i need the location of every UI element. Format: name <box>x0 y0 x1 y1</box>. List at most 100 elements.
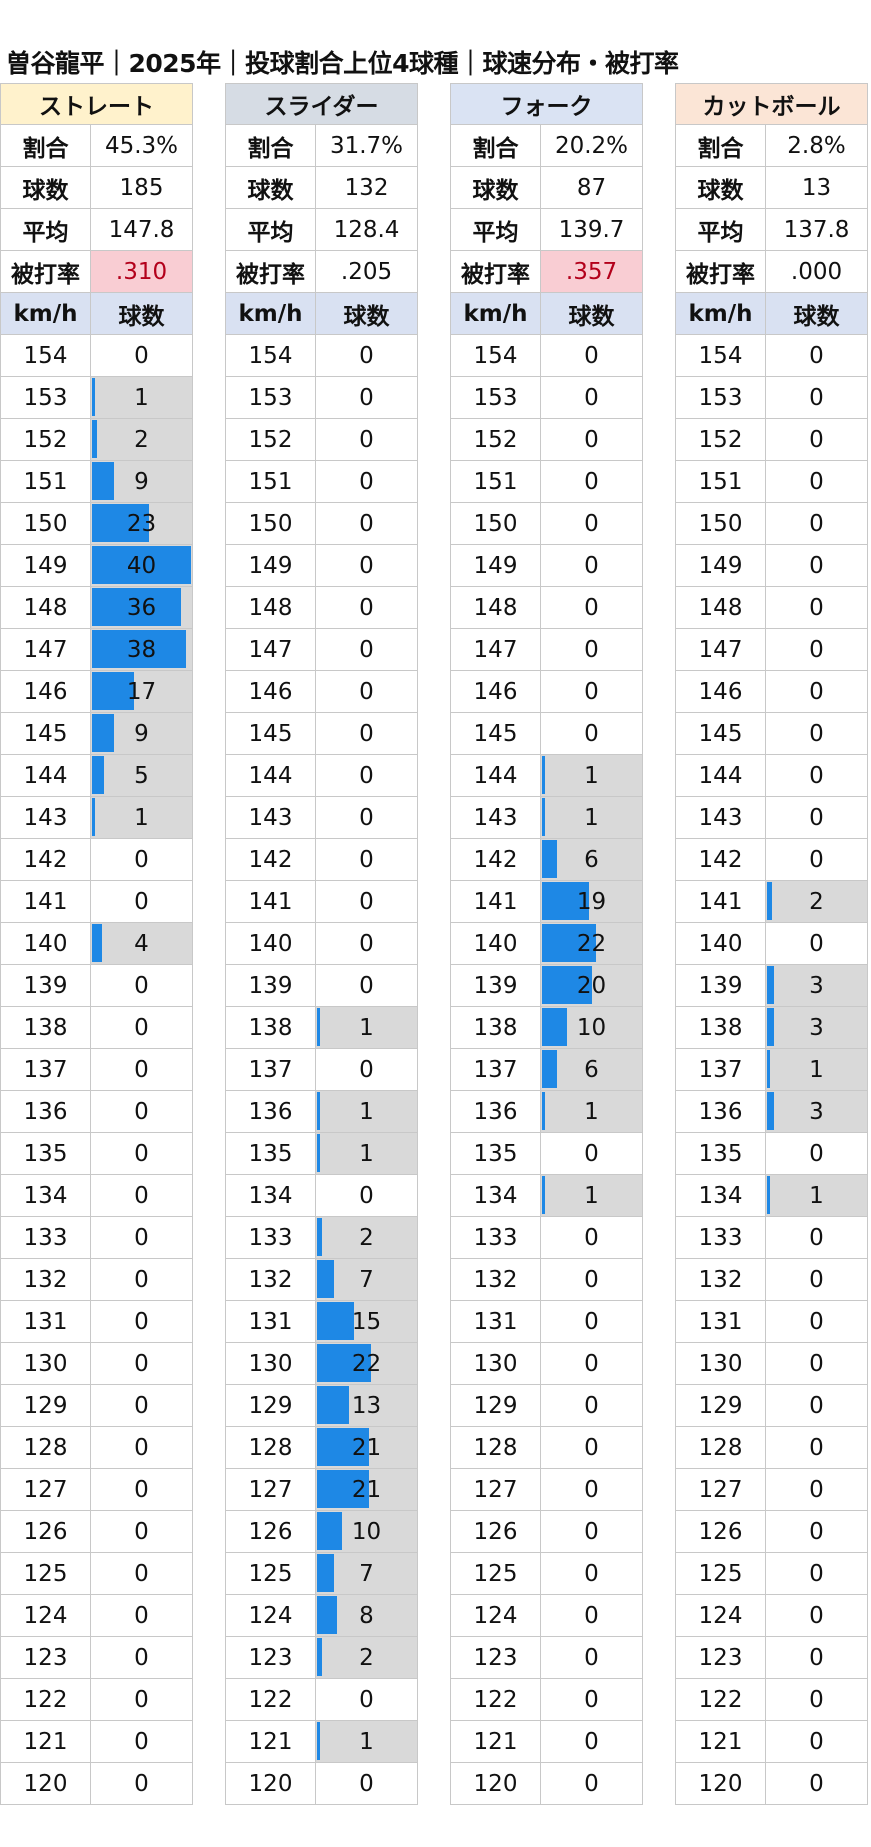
count-label: 0 <box>584 384 599 411</box>
speed-label: 137 <box>226 1049 316 1090</box>
count-label: 0 <box>359 762 374 789</box>
count-bar <box>92 504 149 542</box>
count-label: 2 <box>134 426 149 453</box>
speed-row: 123 0 <box>450 1637 643 1679</box>
speed-row: 149 40 <box>0 545 193 587</box>
stat-ba-row: 被打率 .357 <box>450 251 643 293</box>
count-label: 1 <box>134 384 149 411</box>
count-label: 36 <box>126 594 157 621</box>
count-bar <box>767 1050 770 1088</box>
speed-label: 146 <box>676 671 766 712</box>
count-label: 0 <box>809 1476 824 1503</box>
speed-label: 121 <box>451 1721 541 1762</box>
count-cell: 1 <box>541 755 642 796</box>
speed-row: 150 0 <box>450 503 643 545</box>
speed-row: 140 0 <box>225 923 418 965</box>
speed-label: 136 <box>1 1091 91 1132</box>
speed-row: 145 0 <box>225 713 418 755</box>
count-bar <box>317 1722 320 1760</box>
speed-row: 121 0 <box>0 1721 193 1763</box>
col-speed-header: km/h <box>451 293 541 334</box>
speed-label: 120 <box>226 1763 316 1804</box>
speed-row: 150 23 <box>0 503 193 545</box>
count-bar <box>317 1386 349 1424</box>
speed-label: 144 <box>676 755 766 796</box>
count-cell: 0 <box>316 587 417 628</box>
speed-row: 143 1 <box>450 797 643 839</box>
speed-label: 144 <box>1 755 91 796</box>
count-label: 0 <box>134 1014 149 1041</box>
speed-label: 142 <box>676 839 766 880</box>
speed-label: 148 <box>451 587 541 628</box>
count-bar <box>92 420 97 458</box>
speed-row: 134 0 <box>225 1175 418 1217</box>
pitch-panel-0: ストレート 割合 45.3% 球数 185 平均 147.8 被打率 .310 km/h 球数 154… <box>0 83 193 1847</box>
speed-label: 149 <box>1 545 91 586</box>
count-cell: 0 <box>91 1049 192 1090</box>
count-label: 21 <box>351 1476 382 1503</box>
count-cell: 0 <box>766 1427 867 1468</box>
pitch-panel-3: カットボール 割合 2.8% 球数 13 平均 137.8 被打率 .000 km/h 球数 154 0… <box>675 83 868 1847</box>
count-label: 0 <box>359 720 374 747</box>
speed-row: 125 0 <box>675 1553 868 1595</box>
count-bar <box>92 672 134 710</box>
count-cell: 1 <box>316 1133 417 1174</box>
speed-row: 125 7 <box>225 1553 418 1595</box>
speed-label: 122 <box>1 1679 91 1720</box>
speed-label: 139 <box>676 965 766 1006</box>
speed-row: 122 0 <box>225 1679 418 1721</box>
speed-row: 145 0 <box>675 713 868 755</box>
count-label: 0 <box>584 720 599 747</box>
speed-label: 154 <box>451 335 541 376</box>
stat-ba-value: .310 <box>91 251 192 292</box>
count-label: 0 <box>809 846 824 873</box>
count-cell: 13 <box>316 1385 417 1426</box>
count-cell: 3 <box>766 1007 867 1048</box>
count-cell: 0 <box>541 1427 642 1468</box>
speed-row: 136 1 <box>225 1091 418 1133</box>
speed-label: 138 <box>1 1007 91 1048</box>
count-bar <box>317 1008 320 1046</box>
chart-title: 曽谷龍平｜2025年｜投球割合上位4球種｜球速分布・被打率 <box>6 49 679 78</box>
count-cell: 1 <box>541 797 642 838</box>
speed-row: 154 0 <box>0 335 193 377</box>
col-count-header: 球数 <box>316 293 417 334</box>
count-bar <box>542 798 545 836</box>
count-bar <box>542 1176 545 1214</box>
speed-row: 139 0 <box>0 965 193 1007</box>
count-bar <box>767 966 774 1004</box>
speed-label: 140 <box>676 923 766 964</box>
count-cell: 0 <box>316 461 417 502</box>
count-cell: 0 <box>541 587 642 628</box>
speed-label: 141 <box>676 881 766 922</box>
speed-label: 125 <box>451 1553 541 1594</box>
count-bar <box>317 1428 369 1466</box>
speed-row: 120 0 <box>675 1763 868 1805</box>
speed-label: 146 <box>1 671 91 712</box>
count-label: 0 <box>809 1266 824 1293</box>
count-cell: 0 <box>91 1511 192 1552</box>
speed-row: 145 0 <box>450 713 643 755</box>
count-cell: 0 <box>91 1427 192 1468</box>
count-label: 0 <box>359 972 374 999</box>
count-cell: 8 <box>316 1595 417 1636</box>
speed-label: 145 <box>676 713 766 754</box>
count-cell: 0 <box>91 1721 192 1762</box>
stat-ba-row: 被打率 .205 <box>225 251 418 293</box>
count-cell: 0 <box>91 1553 192 1594</box>
stat-count-value: 132 <box>344 174 389 201</box>
count-cell: 1 <box>316 1091 417 1132</box>
count-cell: 1 <box>316 1007 417 1048</box>
speed-row: 129 13 <box>225 1385 418 1427</box>
speed-label: 139 <box>1 965 91 1006</box>
speed-row: 127 21 <box>225 1469 418 1511</box>
count-cell: 0 <box>766 1301 867 1342</box>
count-bar <box>542 1092 545 1130</box>
count-label: 0 <box>584 678 599 705</box>
speed-row: 121 0 <box>675 1721 868 1763</box>
count-label: 0 <box>584 510 599 537</box>
speed-label: 121 <box>226 1721 316 1762</box>
speed-row: 123 2 <box>225 1637 418 1679</box>
speed-row: 135 0 <box>450 1133 643 1175</box>
count-label: 0 <box>809 1434 824 1461</box>
